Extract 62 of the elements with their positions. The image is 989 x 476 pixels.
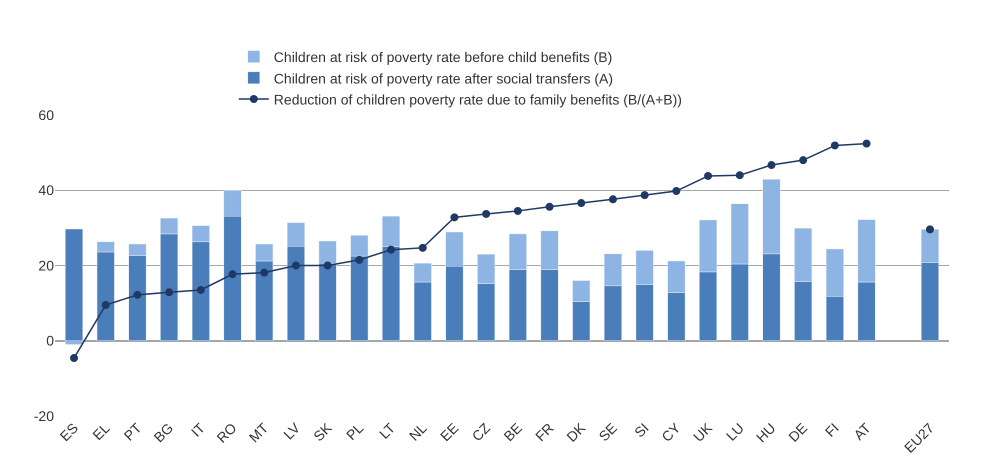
point [387, 246, 396, 254]
x-tick-label: BG [150, 420, 176, 446]
point [862, 140, 871, 148]
point [640, 191, 649, 200]
legend-label: Children at risk of poverty rate before child benefits (B) [274, 49, 612, 66]
point [704, 172, 712, 180]
y-tick-label: 20 [38, 257, 54, 274]
point [577, 199, 586, 208]
x-tick-label: LU [722, 420, 747, 444]
point [418, 244, 427, 252]
point [324, 262, 332, 270]
point [260, 268, 268, 277]
point [830, 141, 839, 150]
point [196, 286, 205, 294]
x-tick-label: FI [822, 420, 842, 440]
x-tick-label: IT [188, 419, 208, 440]
x-tick-label: UK [690, 419, 716, 445]
x-tick-label: DE [785, 420, 810, 445]
point [102, 301, 110, 310]
point [450, 213, 458, 222]
point [926, 225, 934, 234]
x-tick-label: DK [563, 419, 589, 445]
x-tick-label: NL [406, 420, 430, 444]
x-tick-label: EL [89, 420, 113, 444]
point [546, 202, 554, 211]
x-tick-label: FR [532, 420, 557, 444]
x-tick-label: BE [500, 420, 525, 444]
point [514, 206, 522, 215]
x-tick-label: CY [658, 419, 684, 445]
x-tick-label: EE [436, 420, 462, 444]
y-tick-label: 0 [46, 332, 54, 349]
x-tick-label: AT [850, 419, 874, 443]
bar [65, 228, 83, 341]
x-tick-label: LV [280, 419, 304, 442]
x-tick-label: MT [246, 419, 272, 446]
point [767, 161, 776, 170]
x-tick-label: PT [120, 419, 145, 444]
y-tick-label: -20 [34, 408, 54, 424]
legend-label: Children at risk of poverty rate after social transfers (A) [274, 70, 614, 86]
x-tick-label: SK [310, 419, 336, 444]
x-tick-label: RO [213, 420, 240, 446]
point [672, 187, 680, 195]
point [482, 210, 490, 218]
y-tick-label: 40 [38, 182, 54, 198]
point [799, 156, 808, 164]
point [165, 288, 174, 296]
x-tick-label: PL [342, 420, 367, 444]
y-tick-label: 60 [38, 106, 54, 123]
x-tick-label: ES [56, 420, 82, 444]
point [133, 290, 142, 299]
point [70, 354, 78, 362]
legend-label: Reduction of children poverty rate due to family benefits (B/(A+B)) [274, 91, 682, 108]
point [736, 171, 744, 180]
point [292, 262, 300, 270]
x-tick-label: SI [631, 420, 652, 440]
point [608, 195, 617, 204]
x-tick-label: HU [752, 420, 779, 446]
point [355, 256, 364, 264]
point [228, 270, 237, 278]
x-tick-label: LT [376, 419, 398, 442]
x-tick-label: CZ [468, 419, 494, 444]
x-tick-label: SE [596, 420, 620, 444]
